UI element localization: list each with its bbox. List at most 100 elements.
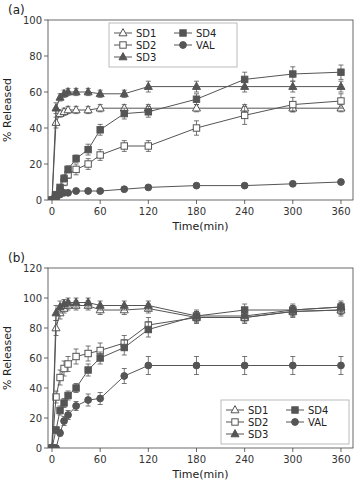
y-tick <box>44 164 48 165</box>
x-tick <box>148 200 149 204</box>
y-tick <box>44 388 48 389</box>
marker <box>241 76 247 82</box>
marker <box>85 188 92 195</box>
series-line <box>52 101 341 200</box>
error-bar <box>74 384 79 393</box>
y-tick <box>44 298 48 299</box>
y-tick <box>44 358 48 359</box>
marker <box>65 166 71 172</box>
legend-marker <box>231 406 239 413</box>
series-line <box>52 182 341 200</box>
x-tick-label: 180 <box>187 206 206 217</box>
error-bar <box>194 312 199 321</box>
marker <box>192 313 200 320</box>
y-tick <box>44 268 48 269</box>
marker <box>85 397 92 404</box>
error-bar <box>58 370 63 385</box>
marker <box>290 101 296 107</box>
plot-frame <box>48 20 353 200</box>
y-tick-label: 40 <box>29 123 42 134</box>
x-tick <box>52 448 53 452</box>
x-axis-label: Time(min) <box>171 468 228 481</box>
error-bar <box>194 357 199 375</box>
marker <box>145 109 151 115</box>
error-bar <box>290 306 295 318</box>
marker <box>85 350 91 356</box>
marker <box>241 182 248 189</box>
marker <box>193 182 200 189</box>
marker <box>338 98 344 104</box>
legend-item: VAL <box>174 40 215 51</box>
series <box>48 104 345 200</box>
error-bar <box>66 166 71 173</box>
y-axis-label: % Released <box>1 78 14 142</box>
x-tick <box>244 200 245 204</box>
legend-item: SD4 <box>174 28 216 39</box>
marker <box>97 188 104 195</box>
legend-label: VAL <box>196 40 215 51</box>
legend-marker <box>292 419 299 426</box>
plot-data <box>48 65 345 200</box>
marker <box>57 374 63 380</box>
marker <box>65 361 71 367</box>
marker <box>52 104 60 111</box>
marker <box>289 362 296 369</box>
y-tick-label: 40 <box>29 383 42 394</box>
marker <box>96 104 104 111</box>
legend-item: SD4 <box>286 405 328 416</box>
marker <box>85 367 91 373</box>
series <box>49 94 344 200</box>
legend-label: SD3 <box>248 429 268 440</box>
error-bar <box>242 357 247 375</box>
series <box>49 179 345 200</box>
error-bar <box>122 141 127 152</box>
legend-item: SD2 <box>114 40 156 51</box>
y-tick-label: 20 <box>29 159 42 170</box>
marker <box>338 69 344 75</box>
error-bar <box>122 340 127 355</box>
error-bar <box>146 141 151 152</box>
legend-item: SD1 <box>114 28 156 39</box>
marker <box>193 125 199 131</box>
marker <box>72 88 80 95</box>
x-tick-label: 300 <box>283 454 302 465</box>
error-bar <box>146 357 151 375</box>
marker <box>64 298 72 305</box>
marker <box>120 301 128 308</box>
error-bar <box>74 164 79 175</box>
legend-label: SD1 <box>248 405 268 416</box>
error-bar <box>146 322 151 337</box>
y-tick-label: 100 <box>23 293 42 304</box>
y-tick-label: 60 <box>29 353 42 364</box>
marker <box>192 104 200 111</box>
x-tick <box>340 200 341 204</box>
x-tick <box>52 200 53 204</box>
marker <box>65 412 72 419</box>
marker <box>338 304 344 310</box>
x-tick <box>340 448 341 452</box>
marker <box>337 82 345 89</box>
error-bar <box>194 310 199 322</box>
x-tick-label: 60 <box>94 206 107 217</box>
marker <box>57 407 63 413</box>
marker <box>84 88 92 95</box>
marker <box>145 184 152 191</box>
marker <box>64 88 72 95</box>
legend-marker <box>120 42 126 48</box>
marker <box>193 313 199 319</box>
y-tick-label: 20 <box>29 413 42 424</box>
legend-label: VAL <box>308 417 327 428</box>
marker <box>97 152 103 158</box>
marker <box>121 373 128 380</box>
y-tick-label: 80 <box>29 323 42 334</box>
error-bar <box>98 150 103 161</box>
legend-item: SD3 <box>114 52 156 63</box>
x-tick <box>100 448 101 452</box>
legend-marker <box>292 407 298 413</box>
marker <box>121 143 127 149</box>
y-tick <box>44 92 48 93</box>
y-tick <box>44 448 48 449</box>
x-tick <box>148 448 149 452</box>
series <box>48 81 345 200</box>
marker <box>144 301 152 308</box>
